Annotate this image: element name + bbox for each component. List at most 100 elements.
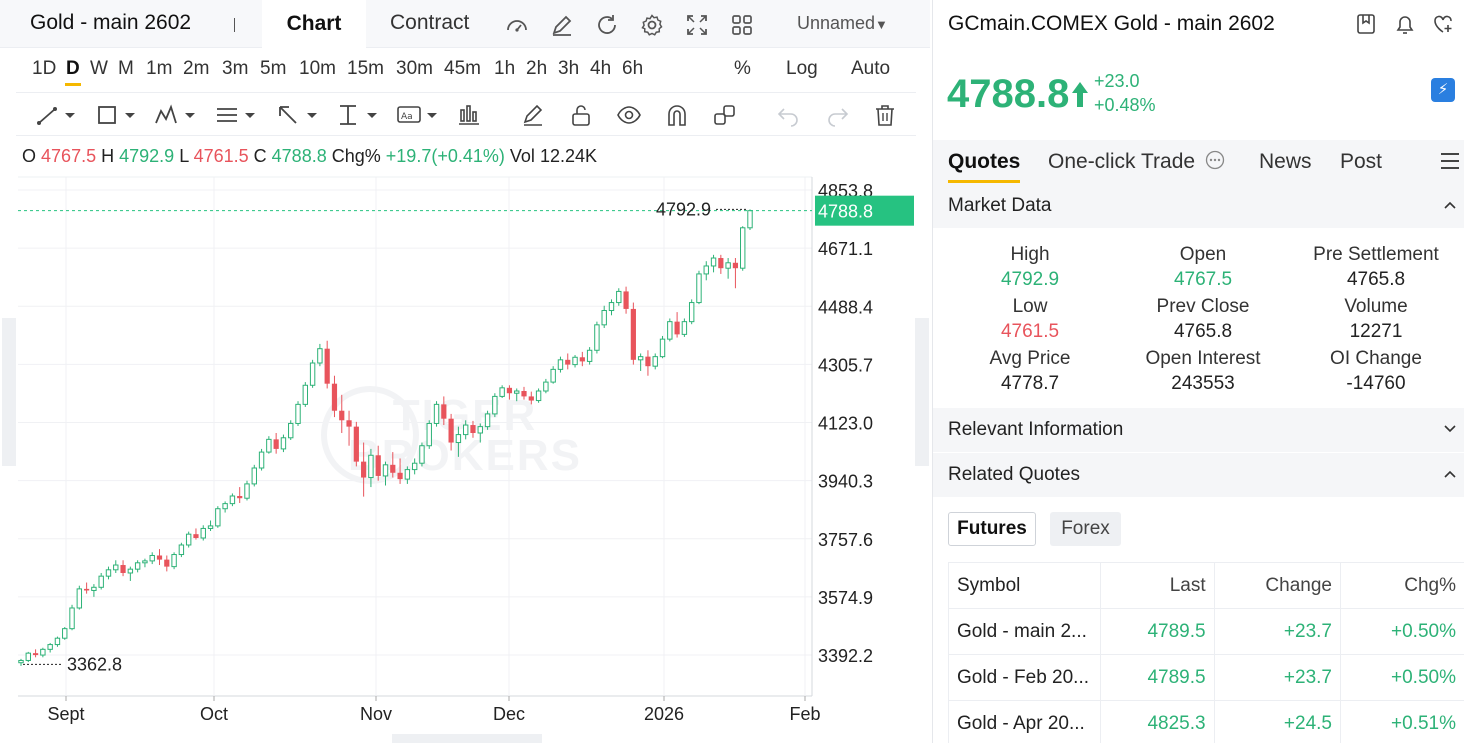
relevant-info-header[interactable]: Relevant Information	[933, 408, 1464, 452]
rectangle-tool-icon[interactable]	[96, 103, 140, 127]
open-label: O	[22, 146, 37, 166]
tab-news[interactable]: News	[1259, 150, 1312, 173]
measure-tool-icon[interactable]	[336, 103, 382, 127]
bookmark-icon[interactable]	[1354, 12, 1378, 36]
candle-body	[397, 472, 403, 480]
timeframe-2h[interactable]: 2h	[526, 58, 548, 79]
table-row[interactable]: Gold - Feb 20... 4789.5 +23.7 +0.50%	[948, 654, 1464, 701]
menu-icon[interactable]	[1441, 153, 1459, 169]
timeframe-1h[interactable]: 1h	[494, 58, 516, 79]
layout-grid-icon[interactable]	[730, 13, 754, 37]
related-quotes-header[interactable]: Related Quotes	[933, 453, 1464, 497]
market-data-value: 4765.8	[1173, 321, 1233, 342]
col-symbol[interactable]: Symbol	[948, 562, 1101, 609]
chg-label: Chg%	[331, 146, 381, 166]
candle-body	[353, 426, 359, 462]
magnet-icon[interactable]	[664, 103, 690, 127]
candle-body	[514, 390, 520, 394]
tab-quotes[interactable]: Quotes	[948, 150, 1021, 183]
candle-body	[623, 291, 629, 309]
eye-icon[interactable]	[616, 103, 642, 127]
auto-scale-toggle[interactable]: Auto	[851, 58, 891, 79]
symbol-title[interactable]: Gold - main 2602	[30, 11, 192, 34]
candle-body	[667, 321, 673, 340]
candle-body	[630, 308, 636, 360]
timeframe-1m[interactable]: 1m	[146, 58, 173, 79]
candle-body	[120, 565, 126, 573]
col-chgpct[interactable]: Chg%	[1339, 562, 1464, 609]
timeframe-3m[interactable]: 3m	[222, 58, 249, 79]
favorite-add-icon[interactable]	[1431, 12, 1455, 36]
text-tool-icon[interactable]: Aa	[396, 103, 442, 127]
layout-name: Unnamed	[797, 13, 876, 33]
brush-icon[interactable]	[520, 103, 546, 127]
timeframe-6h[interactable]: 6h	[622, 58, 644, 79]
lightning-icon[interactable]: ⚡	[1431, 78, 1455, 102]
bottom-collapse-handle[interactable]	[392, 734, 542, 743]
table-row[interactable]: Gold - Apr 20... 4825.3 +24.5 +0.51%	[948, 700, 1464, 743]
timeframe-3h[interactable]: 3h	[558, 58, 580, 79]
log-scale-toggle[interactable]: Log	[786, 58, 818, 79]
undo-icon[interactable]	[776, 103, 802, 127]
timeframe-2m[interactable]: 2m	[183, 58, 210, 79]
candle-body	[302, 384, 309, 405]
timeframe-45m[interactable]: 45m	[444, 58, 481, 79]
unlock-icon[interactable]	[568, 103, 594, 127]
high-marker-label: 4792.9	[656, 199, 711, 219]
tab-post[interactable]: Post	[1340, 150, 1383, 173]
x-tick-label: Sept	[47, 704, 84, 724]
timeframe-4h[interactable]: 4h	[590, 58, 612, 79]
gear-icon[interactable]	[640, 13, 664, 37]
futures-button[interactable]: Futures	[948, 512, 1036, 546]
market-data-header[interactable]: Market Data	[933, 184, 1464, 228]
redo-icon[interactable]	[824, 103, 850, 127]
candlestick-chart[interactable]: 4853.84671.14488.44305.74123.03940.33757…	[0, 172, 930, 732]
bell-icon[interactable]	[1393, 12, 1417, 36]
clone-icon[interactable]	[712, 103, 738, 127]
candle-body	[113, 564, 119, 571]
cell-chgpct: +0.51%	[1339, 700, 1464, 743]
right-collapse-handle[interactable]	[915, 318, 929, 466]
col-last[interactable]: Last	[1100, 562, 1215, 609]
left-collapse-handle[interactable]	[2, 318, 16, 466]
timeframe-30m[interactable]: 30m	[396, 58, 433, 79]
timeframe-m[interactable]: M	[118, 58, 134, 79]
open-value: 4767.5	[41, 146, 97, 166]
x-tick-label: Dec	[493, 704, 525, 724]
market-data-value: 4765.8	[1346, 269, 1406, 290]
market-data-item: Pre Settlement 4765.8	[1286, 244, 1464, 291]
percent-scale-toggle[interactable]: %	[734, 58, 751, 79]
pattern-tool-icon[interactable]	[154, 103, 200, 127]
col-change[interactable]: Change	[1213, 562, 1341, 609]
candle-body	[579, 357, 585, 362]
candle-body	[207, 525, 214, 529]
fibonacci-tool-icon[interactable]	[214, 103, 260, 127]
watermark-logo	[321, 386, 419, 484]
tab-one-click-trade[interactable]: One-click Trade	[1048, 150, 1225, 174]
timeframe-10m[interactable]: 10m	[299, 58, 336, 79]
cell-symbol: Gold - Apr 20...	[948, 700, 1101, 743]
timeframe-15m[interactable]: 15m	[347, 58, 384, 79]
fullscreen-icon[interactable]	[685, 13, 709, 37]
market-data-item: Volume 12271	[1286, 296, 1464, 343]
tab-chart[interactable]: Chart	[262, 0, 366, 48]
arrow-tool-icon[interactable]	[276, 103, 322, 127]
table-row[interactable]: Gold - main 2... 4789.5 +23.7 +0.50%	[948, 608, 1464, 655]
edit-icon[interactable]	[550, 13, 574, 37]
trend-line-tool-icon[interactable]	[36, 103, 80, 127]
candle-body	[69, 607, 75, 630]
timeframe-d[interactable]: D	[65, 58, 81, 86]
timeframe-w[interactable]: W	[90, 58, 108, 79]
indicators-icon[interactable]	[456, 103, 482, 127]
layout-name-dropdown[interactable]: Unnamed▼	[797, 13, 888, 34]
candle-body	[499, 387, 505, 397]
trash-icon[interactable]	[872, 103, 898, 127]
tab-one-click-trade-label: One-click Trade	[1048, 150, 1196, 173]
forex-button[interactable]: Forex	[1050, 512, 1121, 546]
last-price: 4788.8	[947, 72, 1091, 117]
refresh-icon[interactable]	[595, 13, 619, 37]
speedometer-icon[interactable]	[505, 13, 529, 37]
timeframe-1d[interactable]: 1D	[32, 58, 57, 79]
timeframe-5m[interactable]: 5m	[260, 58, 287, 79]
tab-contract[interactable]: Contract	[390, 11, 470, 34]
